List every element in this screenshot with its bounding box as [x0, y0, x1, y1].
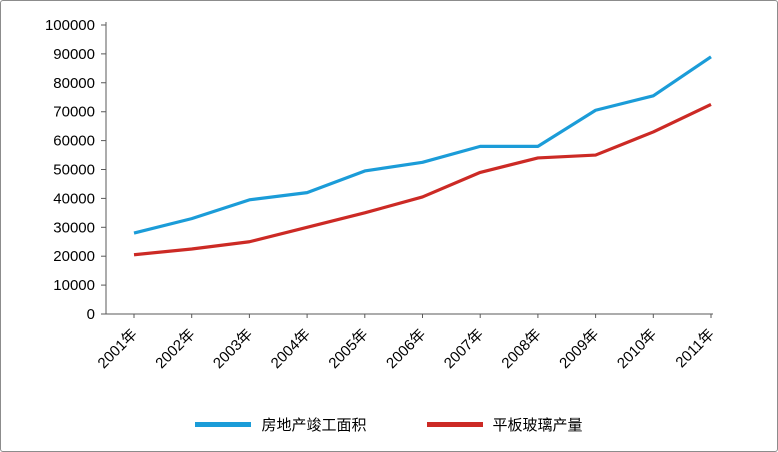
legend-swatch-red-line	[426, 422, 483, 427]
x-axis-label: 2002年	[152, 326, 198, 372]
x-axis-label: 2003年	[210, 326, 256, 372]
y-axis-label: 90000	[53, 46, 95, 63]
series-line-0	[133, 55, 712, 235]
legend-swatch-blue-line	[195, 422, 252, 427]
x-axis-label: 2008年	[499, 326, 545, 372]
x-axis-label: 2001年	[95, 326, 141, 372]
x-axis-label: 2010年	[614, 326, 660, 372]
y-axis-label: 30000	[53, 219, 95, 236]
x-axis-label: 2009年	[556, 326, 602, 372]
y-axis-label: 100000	[45, 17, 95, 34]
y-axis-label: 70000	[53, 104, 95, 121]
x-axis-label: 2004年	[268, 326, 314, 372]
y-axis-label: 60000	[53, 133, 95, 150]
y-axis-label: 0	[87, 306, 95, 323]
x-axis-label: 2007年	[441, 326, 487, 372]
y-axis-label: 40000	[53, 190, 95, 207]
legend-item-real-estate-completed-area: 房地产竣工面积	[195, 414, 367, 435]
y-axis-label: 20000	[53, 248, 95, 265]
legend-label-flat-glass-output: 平板玻璃产量	[492, 417, 583, 434]
x-axis-label: 2005年	[325, 326, 371, 372]
series-line-1	[133, 103, 712, 257]
legend-item-flat-glass-output: 平板玻璃产量	[426, 414, 583, 435]
x-axis-label: 2011年	[672, 326, 717, 371]
y-axis-label: 80000	[53, 75, 95, 92]
chart-legend: 房地产竣工面积 平板玻璃产量	[1, 414, 777, 435]
y-axis-label: 10000	[53, 277, 95, 294]
line-chart-canvas: 0 10000 20000 30000 40000 50000 60000 70000 8000…	[45, 17, 718, 372]
x-axis-label: 2006年	[383, 326, 429, 372]
legend-label-real-estate-completed-area: 房地产竣工面积	[261, 417, 367, 434]
y-axis-label: 50000	[53, 162, 95, 179]
